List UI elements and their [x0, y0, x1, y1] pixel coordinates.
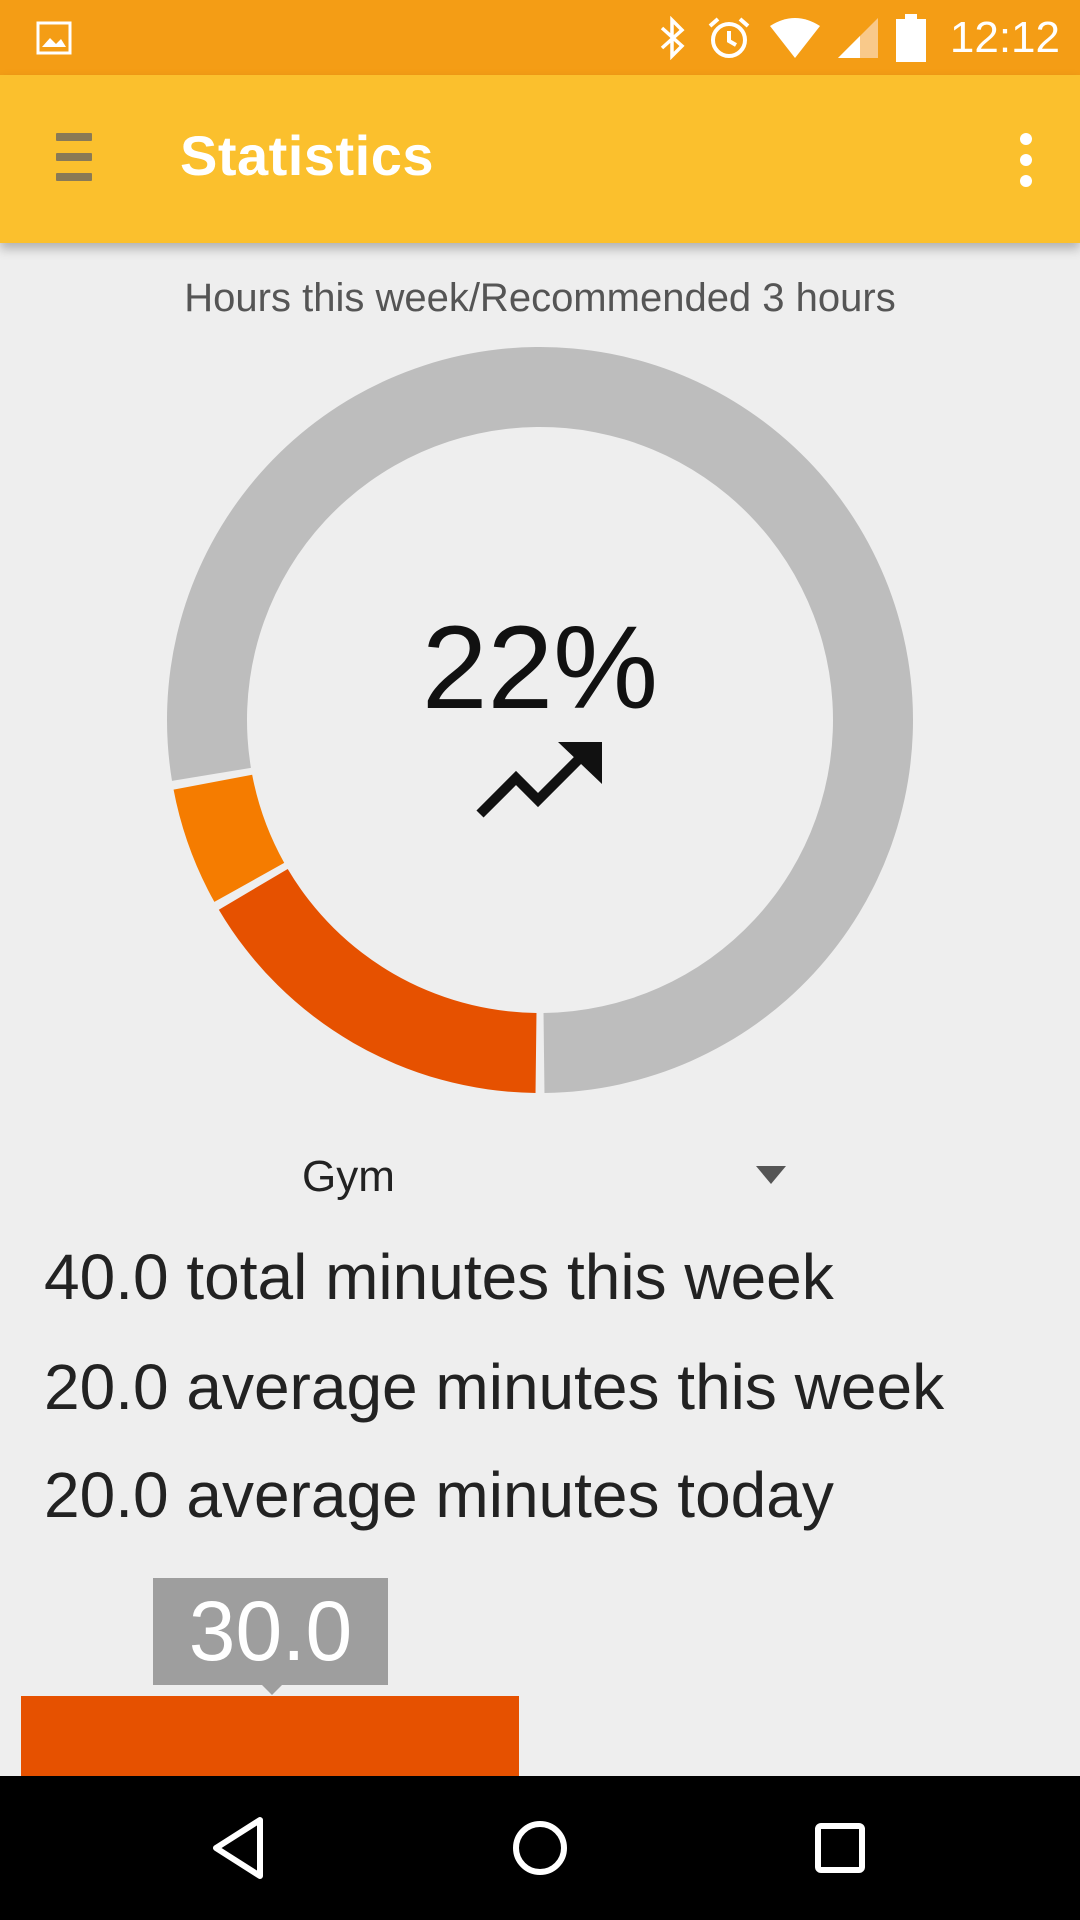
donut-slice-1	[218, 869, 537, 1093]
activity-selected-value: Gym	[302, 1152, 395, 1201]
activity-selector[interactable]: Gym	[300, 1140, 800, 1210]
donut-chart	[167, 347, 914, 1093]
back-icon[interactable]	[204, 1812, 276, 1884]
signal-icon	[837, 17, 878, 58]
bluetooth-icon	[660, 15, 685, 60]
stat-average-today: 20.0 average minutes today	[44, 1459, 834, 1531]
dropdown-arrow-icon	[756, 1166, 786, 1184]
alarm-icon	[708, 16, 750, 58]
battery-icon	[895, 13, 926, 62]
page-title: Statistics	[180, 124, 434, 187]
navigation-bar	[0, 1776, 1080, 1920]
trending-up-icon	[476, 742, 602, 818]
chart-caption: Hours this week/Recommended 3 hours	[184, 276, 896, 320]
recents-icon[interactable]	[804, 1812, 876, 1884]
app-bar: Statistics	[0, 75, 1080, 243]
more-vert-icon[interactable]	[1006, 133, 1046, 189]
status-icons: 12:12	[658, 0, 1060, 75]
bar-value-tooltip: 30.0	[153, 1578, 388, 1685]
image-icon	[36, 21, 72, 55]
stat-average-week: 20.0 average minutes this week	[44, 1351, 945, 1423]
home-icon[interactable]	[504, 1812, 576, 1884]
status-bar: 12:12	[0, 0, 1080, 75]
chart-bar[interactable]	[21, 1696, 519, 1776]
tooltip-pointer	[262, 1685, 282, 1695]
clock: 12:12	[949, 12, 1060, 62]
hamburger-menu-icon[interactable]	[56, 133, 92, 185]
wifi-icon	[769, 17, 820, 58]
progress-percent: 22%	[421, 602, 659, 734]
donut-slice-2	[173, 774, 285, 902]
stat-total-week: 40.0 total minutes this week	[44, 1241, 834, 1313]
